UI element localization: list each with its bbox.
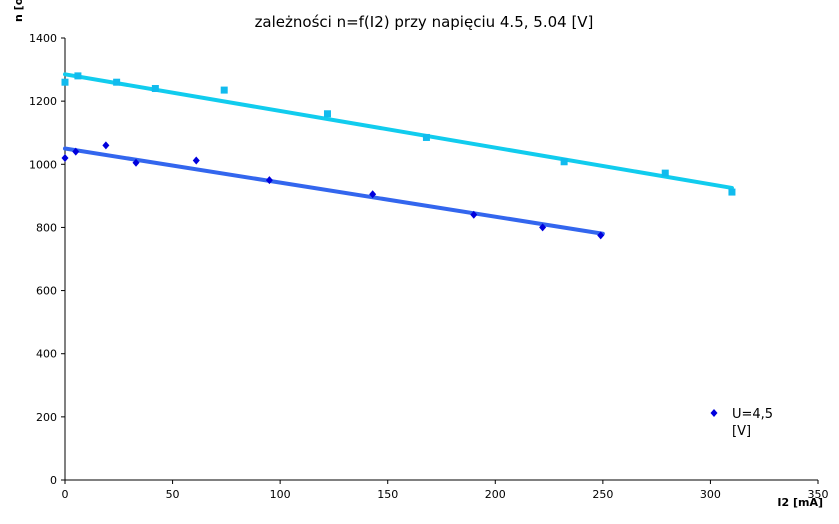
data-point-square	[728, 188, 736, 196]
y-tick-label: 800	[36, 221, 57, 234]
data-point-diamond	[72, 147, 80, 156]
data-point-square	[560, 158, 568, 166]
data-point-diamond	[369, 190, 377, 199]
legend-marker-diamond	[710, 409, 718, 417]
trendline-series-2	[63, 72, 734, 190]
x-tick-label: 150	[377, 488, 398, 501]
y-tick-label: 400	[36, 348, 57, 361]
data-point-square	[113, 78, 121, 86]
markers	[61, 72, 736, 240]
y-tick-label: 1400	[29, 32, 57, 45]
data-point-square	[323, 110, 331, 118]
x-tick-label: 0	[62, 488, 69, 501]
data-point-diamond	[265, 176, 273, 185]
legend-label: U=4,5	[732, 407, 773, 422]
y-tick-label: 1200	[29, 95, 57, 108]
trendline-series-1	[63, 146, 605, 236]
data-point-diamond	[132, 158, 140, 167]
data-point-diamond	[597, 231, 605, 240]
data-point-square	[151, 85, 159, 93]
data-point-diamond	[61, 153, 69, 162]
x-tick-label: 300	[700, 488, 721, 501]
data-point-square	[422, 133, 430, 141]
x-tick-label: 350	[808, 488, 829, 501]
trendlines	[63, 72, 734, 236]
data-point-square	[61, 78, 69, 86]
chart-title: zależności n=f(I2) przy napięciu 4.5, 5.…	[255, 13, 594, 31]
data-point-diamond	[192, 156, 200, 165]
data-point-square	[661, 169, 669, 177]
y-tick-label: 0	[50, 474, 57, 487]
y-tick-label: 1000	[29, 158, 57, 171]
data-point-diamond	[470, 210, 478, 219]
data-point-diamond	[102, 141, 110, 150]
y-axis-title: n [o	[12, 0, 25, 22]
axes: 0 50 100 150 200 250 300 350 0 200 400 600 800 1000 12…	[12, 0, 829, 509]
legend: U=4,5 [V]	[710, 407, 773, 439]
x-tick-label: 50	[166, 488, 180, 501]
x-tick-label: 100	[270, 488, 291, 501]
x-tick-label: 200	[485, 488, 506, 501]
y-tick-label: 600	[36, 285, 57, 298]
x-tick-label: 250	[592, 488, 613, 501]
data-point-square	[220, 86, 228, 94]
legend-label: [V]	[732, 424, 751, 439]
x-axis-title: I2 [mA]	[777, 496, 823, 509]
data-point-diamond	[539, 223, 547, 232]
data-point-square	[74, 72, 82, 80]
y-tick-label: 200	[36, 411, 57, 424]
